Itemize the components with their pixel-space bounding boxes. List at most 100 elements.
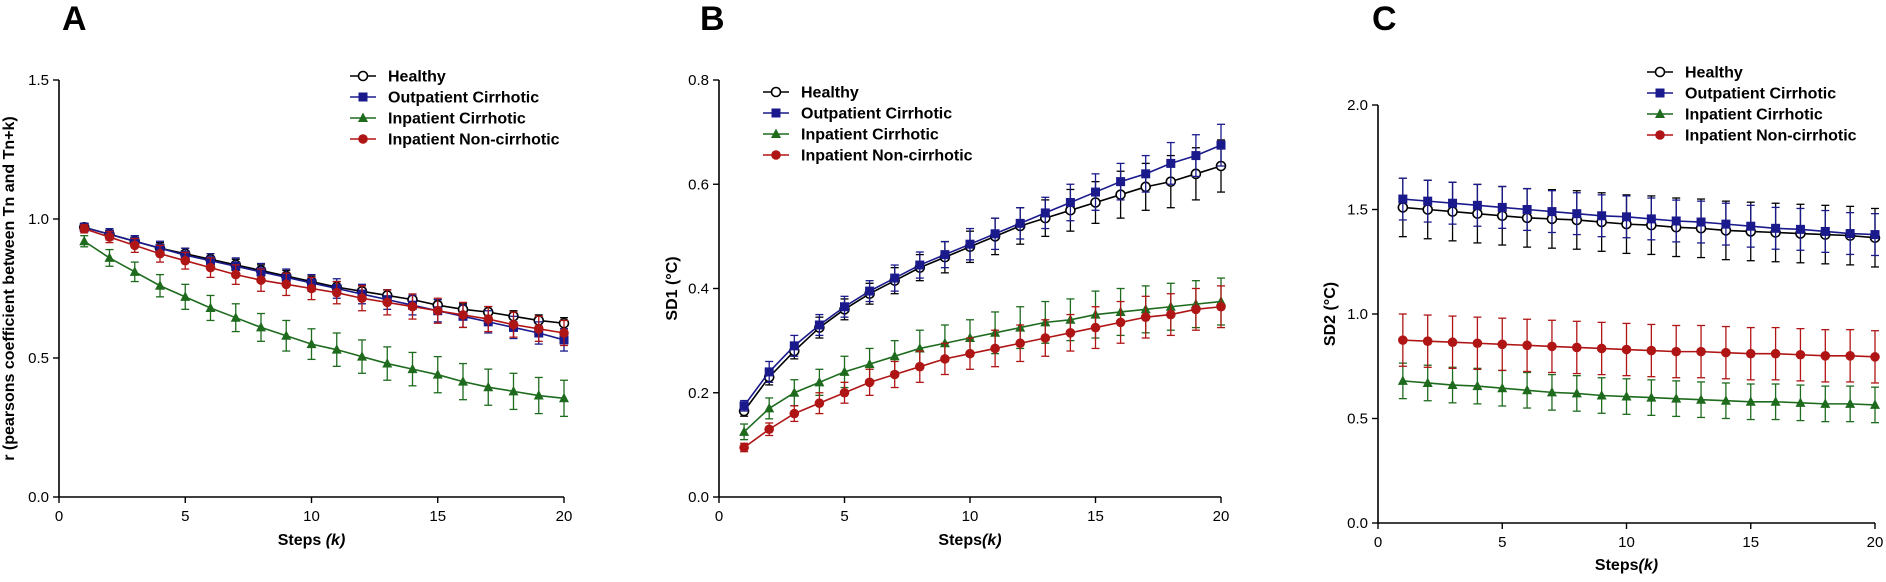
panel-b-series-outpatient-cirrhotic-point	[865, 286, 875, 296]
panel-b-series-outpatient-cirrhotic-point	[890, 273, 900, 283]
panel-a-series-inpatient-cirrhotic-point	[306, 338, 317, 349]
panel-c-series-outpatient-cirrhotic-point	[1671, 216, 1681, 226]
panel-b-series-inpatient-cirrhotic-point	[939, 337, 950, 348]
panel-c-series-inpatient-cirrhotic-point	[1571, 387, 1582, 398]
panel-a-series-inpatient-cirrhotic-point	[180, 291, 191, 301]
panel-b-series-outpatient-cirrhotic-point	[1216, 140, 1226, 150]
panel-c-series-outpatient-cirrhotic-point	[1423, 196, 1433, 206]
panel-b-series-inpatient-cirrhotic-point	[914, 342, 925, 353]
panel-c-series-inpatient-cirrhotic-point	[1522, 384, 1533, 395]
panel-c-series-inpatient-cirrhotic-point	[1397, 375, 1408, 385]
panel-b-series-inpatient-cirrhotic-line	[743, 300, 1222, 433]
panel-b-legend-swatch-marker	[771, 108, 781, 118]
panel-b-series-inpatient-cirrhotic	[739, 277, 1226, 441]
panel-b-series-inpatient-cirrhotic-point	[814, 376, 825, 387]
panel-c-series-outpatient-cirrhotic-point	[1622, 212, 1631, 222]
panel-c-legend-swatch-marker	[1655, 130, 1665, 140]
panel-b-x-tick-label: 20	[1213, 508, 1230, 525]
panel-a-series-inpatient-non-cirrhotic	[79, 223, 569, 347]
panel-b-legend-swatch-marker	[771, 128, 781, 138]
panel-a: A 0 5 10 15 20 0.0 0.5 1.0 1.5 Steps (k) r (pearso…	[1, 0, 572, 549]
panel-a-y-tick-label: 1.5	[28, 72, 49, 89]
panel-c-y-tick-label: 0.5	[1347, 411, 1368, 428]
panel-a-series-inpatient-non-cirrhotic-point	[306, 283, 317, 294]
panel-c-series-outpatient-cirrhotic-point	[1597, 211, 1607, 221]
panel-a-series-inpatient-non-cirrhotic-point	[331, 287, 342, 298]
panel-a-series-inpatient-cirrhotic-point	[382, 358, 393, 368]
panel-b-series-inpatient-non-cirrhotic-point	[1140, 312, 1151, 322]
panel-b-series-outpatient-cirrhotic-point	[915, 260, 925, 270]
panel-b-legend-label: Outpatient Cirrhotic	[801, 106, 952, 123]
panel-a-y-axis-title: r (pearsons coefficient between Tn and T…	[1, 116, 18, 461]
panel-c-legend-label: Inpatient Non-cirrhotic	[1685, 128, 1857, 145]
panel-b-x-axis-title-main: Steps	[938, 532, 982, 549]
panel-b-series-inpatient-cirrhotic-point	[889, 350, 900, 361]
panel-c-x-tick-label: 15	[1742, 534, 1759, 551]
panel-b-series-inpatient-non-cirrhotic-point	[764, 424, 774, 435]
panel-a-series-inpatient-non-cirrhotic-point	[508, 319, 519, 330]
panel-a-x-tick-label: 20	[556, 508, 573, 525]
panel-b-series-outpatient-cirrhotic-point	[1191, 151, 1201, 161]
panel-c-series-inpatient-cirrhotic-point	[1596, 390, 1607, 400]
panel-c-y-axis-title: SD2 (°C)	[1322, 282, 1339, 346]
panel-c-series-inpatient-non-cirrhotic-point	[1795, 349, 1806, 360]
panel-c-series-outpatient-cirrhotic-point	[1870, 230, 1880, 240]
panel-a-y-tick-label: 0.5	[28, 350, 49, 367]
panel-a-x-axis-title: Steps (k)	[278, 532, 346, 549]
panel-b-series-inpatient-non-cirrhotic-point	[889, 369, 900, 380]
panel-b-y-axis-title: SD1 (°C)	[664, 256, 681, 320]
panel-c-y-tick-label: 1.5	[1347, 202, 1368, 219]
panel-b-series-inpatient-non-cirrhotic-point	[814, 398, 825, 408]
panel-a-series-inpatient-cirrhotic-point	[483, 381, 494, 392]
panel-a-series-healthy	[78, 222, 570, 330]
panel-c-series-inpatient-non-cirrhotic-point	[1447, 337, 1458, 348]
panel-c-series-inpatient-cirrhotic-point	[1720, 395, 1731, 405]
panel-b-legend: Healthy Outpatient Cirrhotic Inpatient Cir…	[763, 85, 973, 165]
panel-c-series-outpatient-cirrhotic-point	[1771, 223, 1781, 233]
panel-c-series-inpatient-non-cirrhotic-point	[1870, 352, 1880, 362]
panel-c-x-axis-title-main: Steps	[1595, 557, 1639, 574]
panel-c-series-healthy	[1397, 177, 1881, 268]
panel-c-series-inpatient-cirrhotic-point	[1447, 379, 1458, 390]
panel-b-series-outpatient-cirrhotic-point	[940, 250, 950, 260]
panel-c-series-outpatient-cirrhotic-point	[1845, 229, 1855, 239]
panel-c-series-inpatient-non-cirrhotic-point	[1721, 347, 1731, 358]
panel-a-legend: Healthy Outpatient Cirrhotic Inpatient Cir…	[350, 69, 560, 149]
panel-c-legend-label: Healthy	[1685, 65, 1743, 82]
panel-b-y-tick-label: 0.8	[688, 72, 709, 89]
panel-a-legend-swatch-marker	[357, 70, 369, 82]
panel-b-series-inpatient-non-cirrhotic-point	[739, 442, 749, 453]
panel-a-series-inpatient-non-cirrhotic-point	[155, 248, 165, 259]
panel-a-x-axis-title-italic: (k)	[326, 532, 346, 549]
panel-c-letter: C	[1372, 0, 1397, 38]
panel-c-series-outpatient-cirrhotic-point	[1646, 214, 1656, 224]
panel-b-series-outpatient-cirrhotic-point	[990, 229, 1000, 239]
panel-a-series-inpatient-non-cirrhotic-point	[205, 262, 216, 273]
panel-b-y-tick-label: 0.6	[688, 176, 709, 193]
panel-a-x-tick-label: 0	[55, 508, 63, 525]
panel-c-series-inpatient-non-cirrhotic-point	[1845, 351, 1855, 361]
panel-c-series-inpatient-non-cirrhotic-point	[1522, 340, 1532, 351]
panel-a-series-inpatient-cirrhotic-point	[79, 235, 90, 246]
panel-a-series-inpatient-cirrhotic-point	[205, 302, 216, 312]
panel-b-x-axis-title: Steps(k)	[938, 532, 1001, 549]
panel-a-x-tick-label: 5	[181, 508, 189, 525]
panel-c-series-inpatient-non-cirrhotic-point	[1696, 346, 1706, 357]
panel-b-series-inpatient-non-cirrhotic-point	[1191, 304, 1201, 315]
panel-c-series-inpatient-cirrhotic-point	[1870, 399, 1880, 409]
panel-b-series-inpatient-non-cirrhotic-point	[864, 377, 875, 388]
panel-b-series-inpatient-non-cirrhotic-point	[1065, 328, 1076, 338]
panel-b-series-outpatient-cirrhotic-point	[965, 239, 975, 249]
panel-b-series-inpatient-non-cirrhotic-point	[1216, 301, 1226, 312]
panel-b-series-outpatient-cirrhotic-point	[1015, 218, 1025, 228]
panel-c-series-inpatient-cirrhotic-point	[1497, 382, 1508, 393]
panel-c-x-tick-label: 20	[1867, 534, 1884, 551]
panel-c-x-axis-title: Steps(k)	[1595, 557, 1658, 574]
panel-c-x-tick-label: 10	[1618, 534, 1635, 551]
panel-a-series-inpatient-non-cirrhotic-point	[129, 240, 140, 251]
panel-b-series-inpatient-non-cirrhotic-point	[1090, 322, 1101, 333]
panel-c-series-inpatient-cirrhotic-point	[1422, 377, 1433, 387]
panel-b-legend-label: Inpatient Non-cirrhotic	[801, 148, 973, 165]
panel-b-series-inpatient-non-cirrhotic-point	[1166, 309, 1176, 320]
panel-a-series-inpatient-cirrhotic-point	[432, 369, 443, 379]
